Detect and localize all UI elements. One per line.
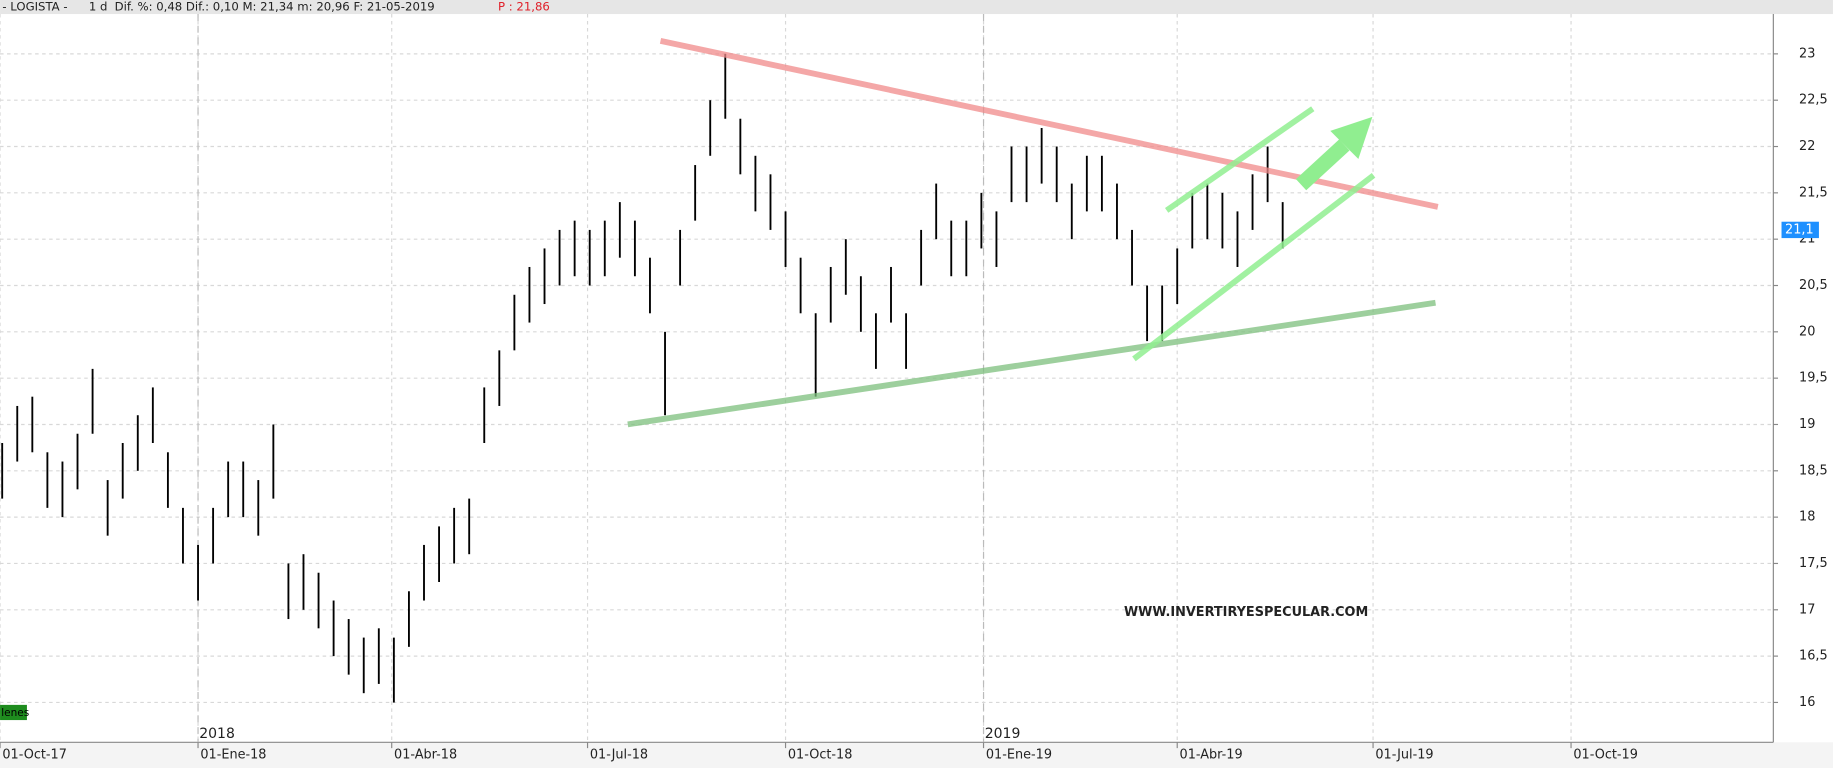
header-symbol: - LOGISTA -	[2, 0, 67, 14]
volume-tab	[0, 704, 27, 721]
x-tick-label: 01-Oct-17	[2, 748, 67, 763]
y-tick-label: 21,5	[1799, 185, 1828, 200]
date-axis-bar	[0, 742, 1833, 768]
grid	[0, 14, 1774, 743]
arrow-shaft	[1295, 139, 1350, 191]
y-tick-label: 16,5	[1799, 649, 1828, 664]
channel-upper	[1164, 106, 1315, 213]
last-price-label: 21,1	[1785, 222, 1814, 237]
watermark: WWW.INVERTIRYESPECULAR.COM	[1124, 605, 1368, 620]
y-tick-label: 20	[1799, 324, 1815, 339]
x-tick-label: 01-Ene-18	[200, 748, 266, 763]
y-tick-label: 18	[1799, 510, 1815, 525]
channel-lower	[1132, 173, 1376, 362]
resistance-line	[659, 38, 1439, 210]
y-tick-label: 19	[1799, 417, 1815, 432]
year-label: 2019	[985, 726, 1021, 742]
x-tick-label: 01-Jul-19	[1375, 748, 1433, 763]
last-price-box	[1781, 221, 1819, 239]
x-tick-label: 01-Oct-19	[1573, 748, 1638, 763]
y-tick-label: 16	[1799, 695, 1815, 710]
x-tick-label: 01-Ene-19	[986, 748, 1052, 763]
arrow-head	[1330, 116, 1373, 159]
volume-tab-label: lenes	[1, 707, 29, 719]
price-bars	[1, 53, 1284, 703]
support-line	[627, 299, 1436, 428]
trend-lines	[627, 38, 1439, 428]
y-tick-label: 22,5	[1799, 93, 1828, 108]
y-tick-label: 17,5	[1799, 556, 1828, 571]
y-tick-label: 19,5	[1799, 371, 1828, 386]
header-bar	[0, 0, 1833, 15]
x-tick-label: 01-Abr-18	[394, 748, 457, 763]
x-tick-label: 01-Oct-18	[788, 748, 853, 763]
header-period: 1 d	[89, 0, 108, 14]
y-tick-label: 22	[1799, 139, 1815, 154]
y-tick-label: 20,5	[1799, 278, 1828, 293]
year-label: 2018	[199, 726, 235, 742]
y-tick-label: 17	[1799, 602, 1815, 617]
header-stats: Dif. %: 0,48 Dif.: 0,10 M: 21,34 m: 20,9…	[115, 0, 435, 14]
x-tick-label: 01-Abr-19	[1180, 748, 1243, 763]
header-price: P : 21,86	[498, 0, 550, 14]
y-tick-label: 18,5	[1799, 463, 1828, 478]
x-tick-label: 01-Jul-18	[590, 748, 648, 763]
y-tick-label: 23	[1799, 46, 1815, 61]
